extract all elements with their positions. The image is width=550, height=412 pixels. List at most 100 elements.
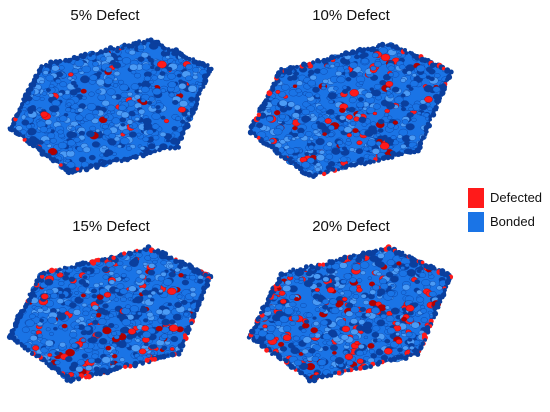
bonded-particle (142, 262, 148, 266)
bonded-particle (291, 112, 300, 119)
bonded-edge-particle (380, 155, 387, 161)
defected-particle (56, 272, 64, 278)
bonded-particle (30, 329, 37, 335)
bonded-particle (380, 313, 387, 319)
defected-particle (32, 345, 40, 351)
bonded-particle (111, 117, 121, 125)
bonded-particle (74, 324, 80, 330)
bonded-edge-particle (333, 370, 338, 375)
bonded-particle (101, 356, 111, 364)
bonded-particle (432, 86, 441, 93)
bonded-edge-particle (396, 250, 402, 256)
bonded-particle (142, 136, 150, 142)
bonded-edge-particle (361, 47, 367, 52)
bonded-edge-particle (86, 262, 91, 266)
bonded-edge-particle (343, 164, 349, 170)
bonded-particle (78, 156, 87, 163)
bonded-particle (75, 318, 81, 324)
bonded-particle (119, 83, 129, 92)
bonded-particle (397, 134, 403, 139)
bonded-particle (344, 68, 350, 74)
bonded-particle (390, 307, 400, 315)
bonded-particle (400, 266, 405, 270)
bonded-edge-particle (180, 130, 186, 136)
bonded-particle (125, 265, 133, 272)
bonded-edge-particle (93, 370, 100, 377)
bonded-edge-particle (307, 172, 312, 177)
defected-edge-particle (96, 257, 101, 263)
bonded-particle (348, 71, 358, 78)
bonded-particle (138, 273, 146, 280)
bonded-particle (397, 347, 403, 353)
bonded-particle (346, 107, 351, 111)
bonded-particle (279, 346, 288, 352)
defected-particle (401, 316, 407, 322)
bonded-particle (411, 73, 417, 78)
defected-edge-particle (357, 366, 363, 371)
bonded-edge-particle (168, 147, 172, 151)
bonded-particle (197, 82, 203, 86)
bonded-edge-particle (421, 135, 425, 140)
bonded-particle (157, 275, 165, 282)
bonded-particle (407, 337, 413, 342)
bonded-edge-particle (37, 275, 41, 279)
defected-particle (47, 148, 58, 156)
bonded-particle (120, 123, 126, 127)
bonded-particle (72, 309, 81, 316)
defected-particle (277, 341, 285, 347)
bonded-particle (326, 141, 333, 147)
bonded-particle (28, 313, 36, 319)
defected-particle (385, 80, 394, 87)
bonded-particle (342, 85, 348, 90)
bonded-particle (183, 312, 189, 317)
bonded-edge-particle (372, 159, 376, 164)
bonded-particle (369, 87, 375, 91)
bonded-edge-particle (139, 152, 143, 156)
bonded-particle (189, 286, 197, 292)
bonded-particle (152, 259, 158, 265)
bonded-edge-particle (298, 167, 302, 171)
defected-particle (302, 322, 310, 329)
bonded-particle (160, 115, 166, 120)
bonded-particle (150, 290, 157, 296)
bonded-particle (69, 331, 78, 338)
bonded-edge-particle (291, 65, 296, 69)
bonded-particle (108, 322, 115, 328)
defected-particle (395, 339, 403, 345)
bonded-edge-particle (403, 48, 407, 52)
bonded-particle (374, 260, 383, 267)
bonded-particle (425, 75, 431, 80)
bonded-particle (295, 88, 302, 94)
bonded-particle (360, 270, 366, 275)
bonded-particle (114, 288, 120, 293)
bonded-edge-particle (73, 265, 77, 269)
bonded-particle (423, 84, 434, 93)
bonded-edge-particle (415, 348, 420, 353)
bonded-particle (322, 345, 329, 351)
bonded-edge-particle (55, 269, 60, 274)
bonded-particle (91, 353, 99, 360)
bonded-particle (416, 296, 425, 303)
bonded-particle (158, 289, 164, 294)
bonded-particle (289, 301, 297, 308)
bonded-particle (416, 64, 426, 73)
bonded-edge-particle (57, 58, 63, 64)
defected-edge-particle (266, 90, 273, 97)
bonded-edge-particle (173, 258, 179, 264)
bonded-edge-particle (206, 68, 212, 74)
bonded-particle (394, 96, 404, 104)
bonded-edge-particle (11, 327, 16, 332)
bonded-particle (313, 321, 320, 327)
bonded-particle (108, 138, 117, 146)
defected-particle (346, 114, 353, 120)
bonded-edge-particle (310, 265, 316, 270)
bonded-particle (81, 65, 92, 74)
bonded-particle (44, 339, 54, 347)
panel-title: 5% Defect (70, 7, 140, 24)
bonded-particle (365, 312, 371, 318)
bonded-particle (148, 263, 156, 269)
bonded-particle (27, 127, 37, 136)
bonded-particle (112, 83, 119, 88)
bonded-particle (88, 91, 95, 97)
bonded-edge-particle (362, 162, 367, 167)
